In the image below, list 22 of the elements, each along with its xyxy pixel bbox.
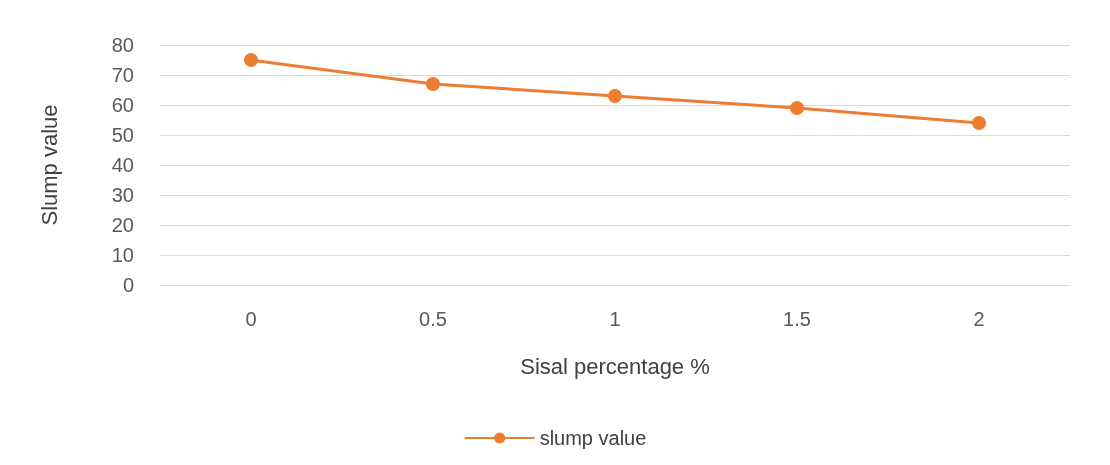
y-tick-label: 80 [111,34,134,56]
y-tick-label: 20 [111,214,134,236]
x-axis-title: Sisal percentage % [520,353,710,379]
x-tick-label: 0.5 [419,308,447,330]
legend-label: slump value [539,427,647,449]
y-tick-label: 50 [111,124,134,146]
x-tick-label: 0 [245,308,257,330]
y-tick-label: 30 [111,184,134,206]
x-tick-label: 2 [973,308,985,330]
y-tick-label: 60 [111,94,134,116]
point [426,77,440,91]
x-tick-label: 1 [609,308,621,330]
y-tick-label: 10 [111,244,134,266]
y-tick-label: 0 [122,274,134,296]
y-axis-title: Slump value [36,104,62,226]
y-tick-label: 40 [111,154,134,176]
y-tick-label: 70 [111,64,134,86]
point [608,89,622,103]
point [244,53,258,67]
x-tick-label: 1.5 [783,308,811,330]
point [972,116,986,130]
point [790,101,804,115]
